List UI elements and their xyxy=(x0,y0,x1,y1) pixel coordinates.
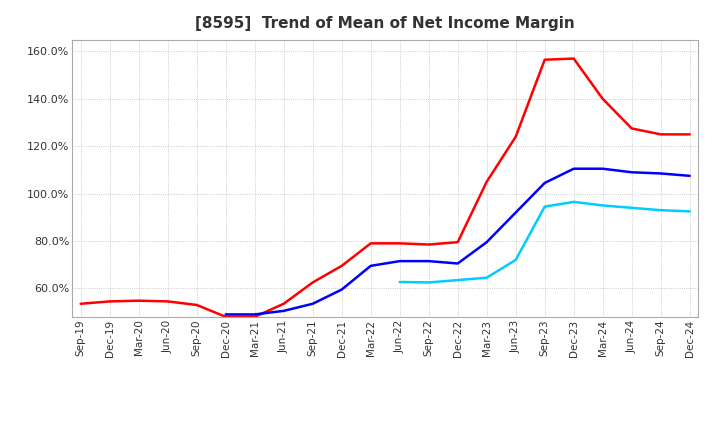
3 Years xyxy=(308,280,317,285)
3 Years xyxy=(76,301,85,306)
5 Years xyxy=(657,171,665,176)
3 Years xyxy=(279,301,288,306)
7 Years xyxy=(541,204,549,209)
5 Years xyxy=(221,312,230,317)
3 Years xyxy=(570,56,578,61)
7 Years xyxy=(424,280,433,285)
7 Years xyxy=(395,279,404,285)
3 Years xyxy=(366,241,375,246)
5 Years xyxy=(424,258,433,264)
5 Years xyxy=(627,170,636,175)
3 Years xyxy=(338,263,346,268)
3 Years xyxy=(192,302,201,308)
5 Years xyxy=(570,166,578,171)
Title: [8595]  Trend of Mean of Net Income Margin: [8595] Trend of Mean of Net Income Margi… xyxy=(195,16,575,32)
7 Years xyxy=(511,257,520,263)
7 Years xyxy=(685,209,694,214)
3 Years xyxy=(395,241,404,246)
5 Years xyxy=(338,287,346,292)
3 Years xyxy=(454,239,462,245)
3 Years xyxy=(251,314,259,319)
3 Years xyxy=(482,179,491,184)
3 Years xyxy=(511,134,520,139)
7 Years xyxy=(627,205,636,210)
3 Years xyxy=(541,57,549,62)
5 Years xyxy=(541,180,549,186)
Line: 7 Years: 7 Years xyxy=(400,202,690,282)
Line: 3 Years: 3 Years xyxy=(81,59,690,317)
3 Years xyxy=(424,242,433,247)
3 Years xyxy=(657,132,665,137)
3 Years xyxy=(627,126,636,131)
7 Years xyxy=(482,275,491,280)
5 Years xyxy=(395,258,404,264)
7 Years xyxy=(454,278,462,283)
5 Years xyxy=(482,239,491,245)
3 Years xyxy=(163,299,172,304)
Line: 5 Years: 5 Years xyxy=(225,169,690,315)
7 Years xyxy=(598,203,607,208)
5 Years xyxy=(511,210,520,215)
5 Years xyxy=(308,301,317,306)
5 Years xyxy=(598,166,607,171)
7 Years xyxy=(657,208,665,213)
5 Years xyxy=(685,173,694,179)
3 Years xyxy=(221,314,230,319)
3 Years xyxy=(135,298,143,303)
5 Years xyxy=(366,263,375,268)
3 Years xyxy=(598,96,607,102)
7 Years xyxy=(570,199,578,205)
5 Years xyxy=(454,261,462,266)
5 Years xyxy=(279,308,288,314)
3 Years xyxy=(685,132,694,137)
3 Years xyxy=(105,299,114,304)
5 Years xyxy=(251,312,259,317)
